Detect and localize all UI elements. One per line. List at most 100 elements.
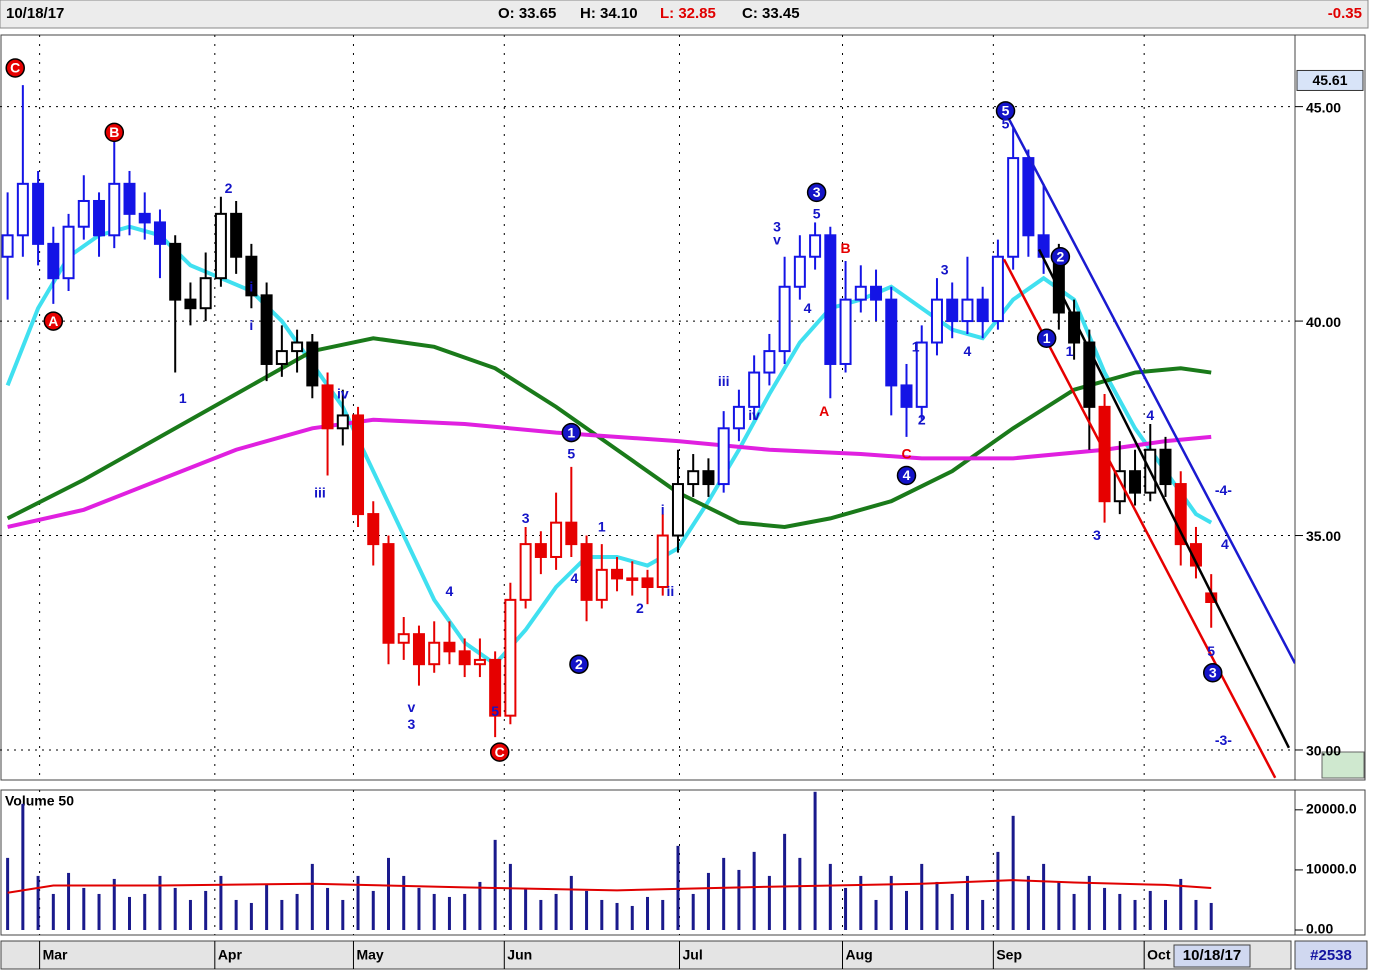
- candle-body: [565, 521, 578, 546]
- candle-body: [291, 341, 304, 353]
- wave-label: iv: [337, 386, 349, 402]
- wave-label: 2: [918, 411, 926, 427]
- candle-body: [580, 543, 593, 601]
- header-bar: [0, 0, 1369, 29]
- candle-body: [1159, 448, 1172, 486]
- volume-bar: [1179, 878, 1183, 930]
- candle-body: [230, 212, 243, 258]
- volume-bar: [417, 887, 421, 930]
- wave-marker: [5, 58, 25, 78]
- volume-bar: [112, 878, 116, 930]
- wave-marker: [104, 122, 125, 143]
- candle-body: [504, 598, 517, 717]
- volume-panel: [0, 789, 1366, 936]
- candle-body: [687, 470, 700, 486]
- wave-label: 1: [912, 339, 920, 355]
- candle-body: [367, 513, 380, 546]
- volume-bar: [935, 881, 939, 930]
- candle-body: [717, 427, 730, 486]
- volume-bar: [965, 875, 969, 930]
- candle-body: [77, 199, 90, 228]
- wave-label: 3: [407, 716, 415, 732]
- volume-bar: [219, 875, 223, 930]
- wave-label: A: [819, 403, 829, 419]
- candle-body: [1022, 157, 1035, 237]
- volume-bar: [478, 881, 482, 930]
- wave-marker: [806, 182, 827, 203]
- volume-bar: [585, 890, 589, 930]
- volume-bar: [1011, 815, 1015, 930]
- date-axis: Mar Apr May Jun Jul Aug Sep Oct: [39, 941, 1171, 969]
- date-axis-bar: [0, 940, 1292, 970]
- header-open: O: 33.65: [498, 5, 556, 22]
- candle-body: [1, 234, 14, 258]
- wave-label: 1: [179, 390, 187, 406]
- last-price: 45.61: [1312, 72, 1347, 88]
- header-low: L: 32.85: [660, 5, 716, 22]
- volume-bar: [615, 902, 619, 930]
- wave-label: 1: [1043, 330, 1051, 346]
- wave-label: 1: [598, 519, 606, 535]
- wave-marker: [896, 465, 917, 486]
- price-panel: [0, 34, 1366, 781]
- wave-label: 2: [575, 656, 583, 672]
- volume-bar: [97, 893, 101, 930]
- candle-body: [991, 255, 1004, 323]
- volume-bar: [828, 863, 832, 930]
- candle-body: [778, 285, 791, 353]
- x-tick-label: Sep: [996, 947, 1022, 963]
- wave-label: 5: [1207, 643, 1215, 659]
- volume-bar: [783, 833, 787, 930]
- volume-bar: [1042, 863, 1046, 930]
- candle-body: [169, 242, 182, 301]
- wave-label: i: [249, 278, 253, 294]
- volume-bar: [1194, 899, 1198, 930]
- volume-bar: [737, 869, 741, 930]
- y-tick-label: 40.00: [1306, 314, 1341, 330]
- volume-bar: [996, 851, 1000, 930]
- wave-label: 1: [1066, 343, 1074, 359]
- wave-label: 3: [1093, 527, 1101, 543]
- candle-body: [214, 212, 227, 280]
- wave-label: iv: [748, 407, 760, 423]
- wave-label: C: [901, 446, 911, 462]
- candle-body: [1174, 483, 1187, 546]
- toolbar-icon[interactable]: [1321, 751, 1365, 779]
- volume-bar: [128, 896, 131, 930]
- candle-body: [656, 534, 669, 588]
- volume-title: Volume 50: [5, 793, 74, 809]
- volume-bar: [1164, 899, 1167, 930]
- volume-bar: [539, 899, 543, 930]
- wave-label: 2: [225, 180, 233, 196]
- wave-label: 4: [570, 570, 578, 586]
- volume-bar: [387, 857, 390, 930]
- volume-bar: [1026, 875, 1030, 930]
- candle-body: [1007, 157, 1020, 258]
- volume-bar: [265, 884, 269, 930]
- wave-label: iii: [718, 373, 730, 389]
- candle-body: [946, 298, 959, 323]
- volume-bar: [188, 899, 192, 930]
- wave-label: -4-: [1215, 482, 1232, 498]
- wave-label: 5: [491, 703, 499, 719]
- candle-body: [671, 483, 684, 537]
- volume-bar: [1133, 899, 1137, 930]
- volume-bar: [874, 899, 878, 930]
- x-tick-label: Oct: [1147, 947, 1171, 963]
- wave-label: v: [407, 699, 415, 715]
- wave-label: 5: [813, 206, 821, 222]
- volume-plot: Volume 50: [5, 790, 1213, 935]
- candle-body: [321, 384, 334, 430]
- candle-body: [793, 255, 806, 288]
- candle-body: [397, 633, 410, 644]
- volume-bar: [600, 899, 604, 930]
- volume-bar: [402, 875, 406, 930]
- wave-label: -3-: [1215, 732, 1232, 748]
- volume-bar: [1087, 875, 1091, 930]
- wave-marker: [1036, 328, 1057, 348]
- id-box: [1294, 940, 1368, 970]
- candle-body: [93, 199, 106, 237]
- volume-bar: [1057, 881, 1061, 930]
- candle-body: [519, 543, 532, 601]
